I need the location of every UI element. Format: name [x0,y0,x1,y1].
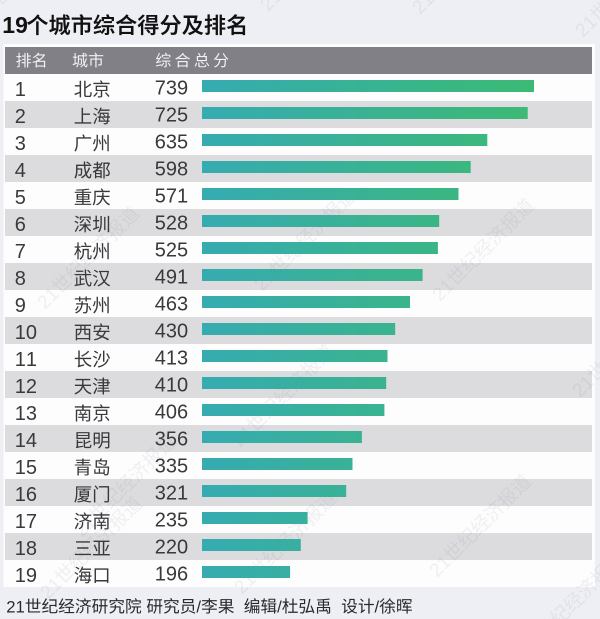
svg-text:410: 410 [155,375,188,397]
svg-text:/: / [196,597,201,616]
svg-text:571: 571 [155,186,188,208]
svg-text:13: 13 [15,403,37,425]
svg-text:5: 5 [15,187,26,209]
svg-text:430: 430 [155,321,188,343]
svg-text:725: 725 [155,105,188,127]
svg-text:6: 6 [15,214,26,236]
svg-text:2: 2 [15,106,26,128]
svg-text:14: 14 [15,430,37,452]
svg-text:335: 335 [155,456,188,478]
svg-text:19: 19 [15,565,37,587]
svg-text:739: 739 [155,78,188,100]
svg-text:635: 635 [155,132,188,154]
svg-text:16: 16 [15,484,37,506]
svg-text:528: 528 [155,213,188,235]
svg-text:413: 413 [155,348,188,370]
svg-text:321: 321 [155,483,188,505]
svg-text:11: 11 [15,349,37,371]
svg-text:19: 19 [2,12,28,38]
svg-text:/: / [375,597,380,616]
svg-text:406: 406 [155,402,188,424]
svg-text:17: 17 [15,511,37,533]
svg-text:525: 525 [155,240,188,262]
svg-text:9: 9 [15,295,26,317]
svg-text:18: 18 [15,538,37,560]
svg-text:491: 491 [155,267,188,289]
svg-text:15: 15 [15,457,37,479]
svg-text:235: 235 [155,510,188,532]
svg-text:7: 7 [15,241,26,263]
svg-text:598: 598 [155,159,188,181]
svg-text:356: 356 [155,429,188,451]
svg-text:196: 196 [155,564,188,586]
svg-text:220: 220 [155,537,188,559]
svg-text:8: 8 [15,268,26,290]
svg-text:3: 3 [15,133,26,155]
svg-text:4: 4 [15,160,26,182]
svg-text:1: 1 [15,79,26,101]
svg-text:463: 463 [155,294,188,316]
svg-text:21: 21 [6,597,25,616]
svg-text:12: 12 [15,376,37,398]
svg-text:10: 10 [15,322,37,344]
svg-text:/: / [277,597,282,616]
